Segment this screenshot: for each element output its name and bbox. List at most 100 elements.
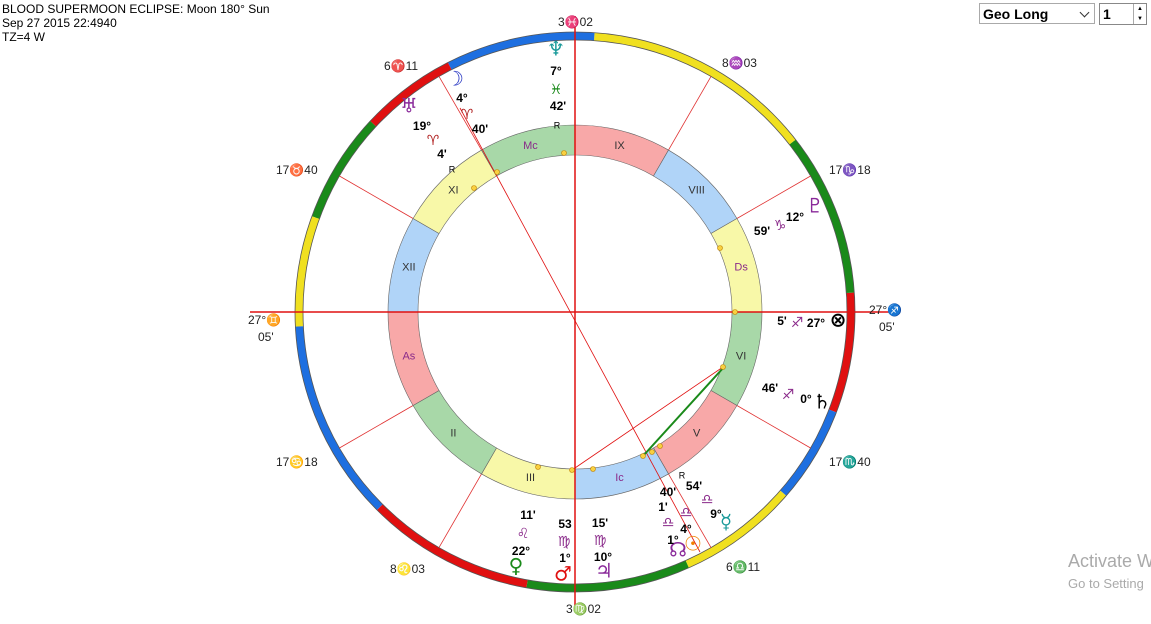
planet-degree: 11' [520,508,536,522]
planet-degree: 4° [456,91,468,105]
cusp-line [668,76,712,151]
zodiac-segment [447,31,595,70]
cusp-label: 17♑18 [829,163,871,177]
cusp-line [438,473,482,548]
cusp-label: 8♌03 [390,562,425,576]
planet-dot [569,467,575,473]
cusp-label: 05' [879,320,895,334]
zodiac-segment [311,121,377,219]
planet-glyph: ☽ [446,67,464,91]
zodiac-segment [370,62,452,127]
planet-dot [640,453,646,459]
zodiac-segment [789,139,855,294]
cusp-line [339,175,414,219]
planet-dot [471,185,477,191]
planet-degree: 15' [592,516,608,530]
planet-degree: 22° [512,544,530,558]
watermark-title: Activate W [1068,551,1151,571]
planet-dot [732,309,738,315]
house-label: II [450,428,456,440]
house-label: XII [402,261,415,273]
house-label: XI [448,184,458,196]
retrograde-mark: R [679,470,686,480]
planet-degree: 59' [754,224,770,238]
planet-dot [561,150,567,156]
planet-dot [649,449,655,455]
planet-degree: 42' [550,99,566,113]
house-segment [710,218,763,313]
planet-glyph: ☊ [669,538,687,562]
cusp-label: 3♍02 [566,602,601,616]
planet-sign: ♎ [701,492,714,508]
planet-sign: ♈ [461,107,474,123]
planet-degree: 46' [762,381,778,395]
title-line: BLOOD SUPERMOON ECLIPSE: Moon 180° Sun [2,2,270,16]
planet-degree: 0° [800,392,812,406]
house-segment [412,149,497,234]
planet-degree: 54' [686,479,702,493]
mode-select[interactable]: Geo Long [979,3,1095,24]
cusp-label: 8♒03 [722,56,757,70]
cusp-label: 05' [258,330,274,344]
planet-glyph: ♆ [547,37,565,61]
planet-degree: 53 [558,517,572,531]
planet-glyph: ♄ [813,390,831,414]
house-segment [481,124,576,177]
planet-degree: 19° [413,119,431,133]
house-label: IX [614,140,625,152]
planet-degree: 1' [658,500,668,514]
aspect-line [571,366,724,471]
zodiac-segment [377,504,528,588]
planet-degree: 7° [550,64,562,78]
planet-sign: ♎ [680,505,693,521]
house-label: Ic [615,472,624,484]
zodiac-segment [828,292,855,413]
house-label: VI [736,350,746,362]
cusp-label: 3♓02 [558,15,593,29]
cusp-label: 6♈11 [384,59,418,73]
timezone-line: TZ=4 W [2,30,46,44]
retrograde-mark: R [449,164,456,174]
watermark-subtitle: Go to Setting [1068,576,1144,591]
house-segment [387,311,440,406]
planet-glyph: ⊗ [830,308,847,332]
cusp-line [339,405,414,449]
zodiac-segment [593,32,796,145]
number-spinner[interactable]: 1 [1099,3,1147,25]
planet-glyph: ♂ [554,562,572,586]
planet-dot [590,466,596,472]
zodiac-segment [780,409,837,496]
cusp-label: 27°♐ [869,303,902,317]
cusp-line [668,473,712,548]
house-label: III [526,472,535,484]
planet-glyph: ♅ [400,94,418,118]
planet-sign: ♐ [791,315,804,331]
planet-degree: 27° [807,316,825,330]
planet-sign: ♎ [662,515,675,531]
retrograde-mark: R [554,120,561,130]
planet-sign: ♌ [517,526,530,542]
house-segment [653,149,738,234]
cusp-label: 17♏40 [829,455,871,469]
house-label: Ds [734,261,748,273]
aspect-line [642,366,725,457]
planet-glyph: ♃ [595,559,613,583]
planet-dot [720,364,726,370]
planet-glyph: ♇ [806,194,824,218]
planet-degree: 1° [559,551,571,565]
planet-sign: ♐ [782,387,795,403]
house-label: VIII [688,184,705,196]
cusp-label: 17♋18 [276,455,318,469]
planet-degree: 40' [472,122,488,136]
planet-dot [535,464,541,470]
planet-dot [657,443,663,449]
planet-glyph: ☉ [684,532,702,556]
planet-sign: ♑ [774,218,787,234]
cusp-line [736,405,811,449]
house-label: V [693,428,701,440]
date-line: Sep 27 2015 22:4940 [2,16,117,30]
house-label: Mc [523,140,538,152]
planet-sign: ♍ [558,534,571,550]
